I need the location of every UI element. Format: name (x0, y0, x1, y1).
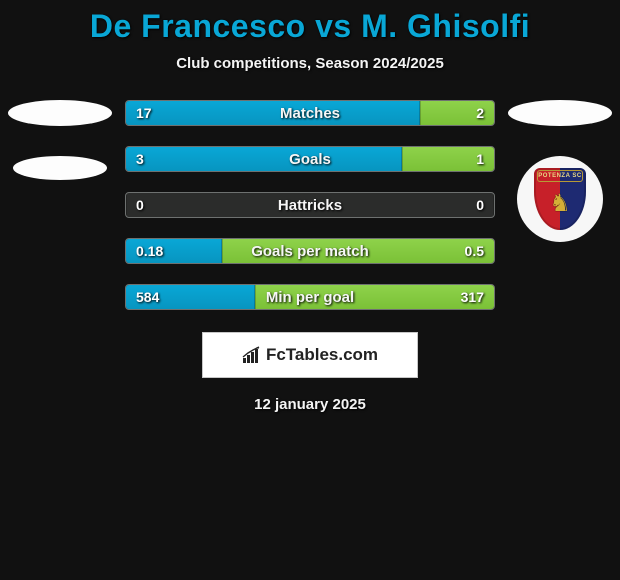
stat-bar-right (222, 239, 494, 263)
stat-bar-left (126, 285, 255, 309)
stat-bar-right (420, 101, 494, 125)
brand-barchart-icon (242, 346, 262, 364)
club-right-badge: POTENZA SC ♞ (517, 156, 603, 242)
club-shield-emblem-icon: ♞ (549, 189, 571, 218)
club-left-avatar-placeholder (13, 156, 107, 180)
stat-bar-left (126, 101, 420, 125)
player-left-avatar-placeholder (8, 100, 112, 126)
stat-row: 31Goals (125, 146, 495, 172)
stat-bar-right (255, 285, 494, 309)
stat-row: 584317Min per goal (125, 284, 495, 310)
stat-bar-right (402, 147, 494, 171)
club-shield-name: POTENZA SC (537, 170, 583, 182)
date-label: 12 january 2025 (0, 396, 620, 413)
comparison-widget: De Francesco vs M. Ghisolfi Club competi… (0, 0, 620, 413)
stat-row: 0 0Hattricks (125, 192, 495, 218)
stat-label: Hattricks (126, 193, 494, 217)
subtitle: Club competitions, Season 2024/2025 (0, 55, 620, 72)
stat-row: 0.180.5Goals per match (125, 238, 495, 264)
player-right-column: POTENZA SC ♞ (505, 100, 615, 242)
player-left-column (5, 100, 115, 180)
stat-bar-left (126, 193, 127, 217)
stat-row: 172Matches (125, 100, 495, 126)
club-shield-icon: POTENZA SC ♞ (534, 168, 586, 230)
stat-bars-list: 172Matches 31Goals 0 0Hattricks 0.180.5Goals… (125, 100, 495, 310)
stats-area: POTENZA SC ♞ 172Matches 31Goals 0 0Hattrick… (0, 100, 620, 310)
stat-value-right: 0 (476, 193, 484, 217)
stat-value-left: 0 (136, 193, 144, 217)
stat-bar-right (493, 193, 494, 217)
player-right-avatar-placeholder (508, 100, 612, 126)
brand-box[interactable]: FcTables.com (202, 332, 418, 378)
brand-text: FcTables.com (266, 345, 378, 365)
stat-bar-left (126, 147, 402, 171)
page-title: De Francesco vs M. Ghisolfi (0, 8, 620, 45)
stat-bar-left (126, 239, 222, 263)
